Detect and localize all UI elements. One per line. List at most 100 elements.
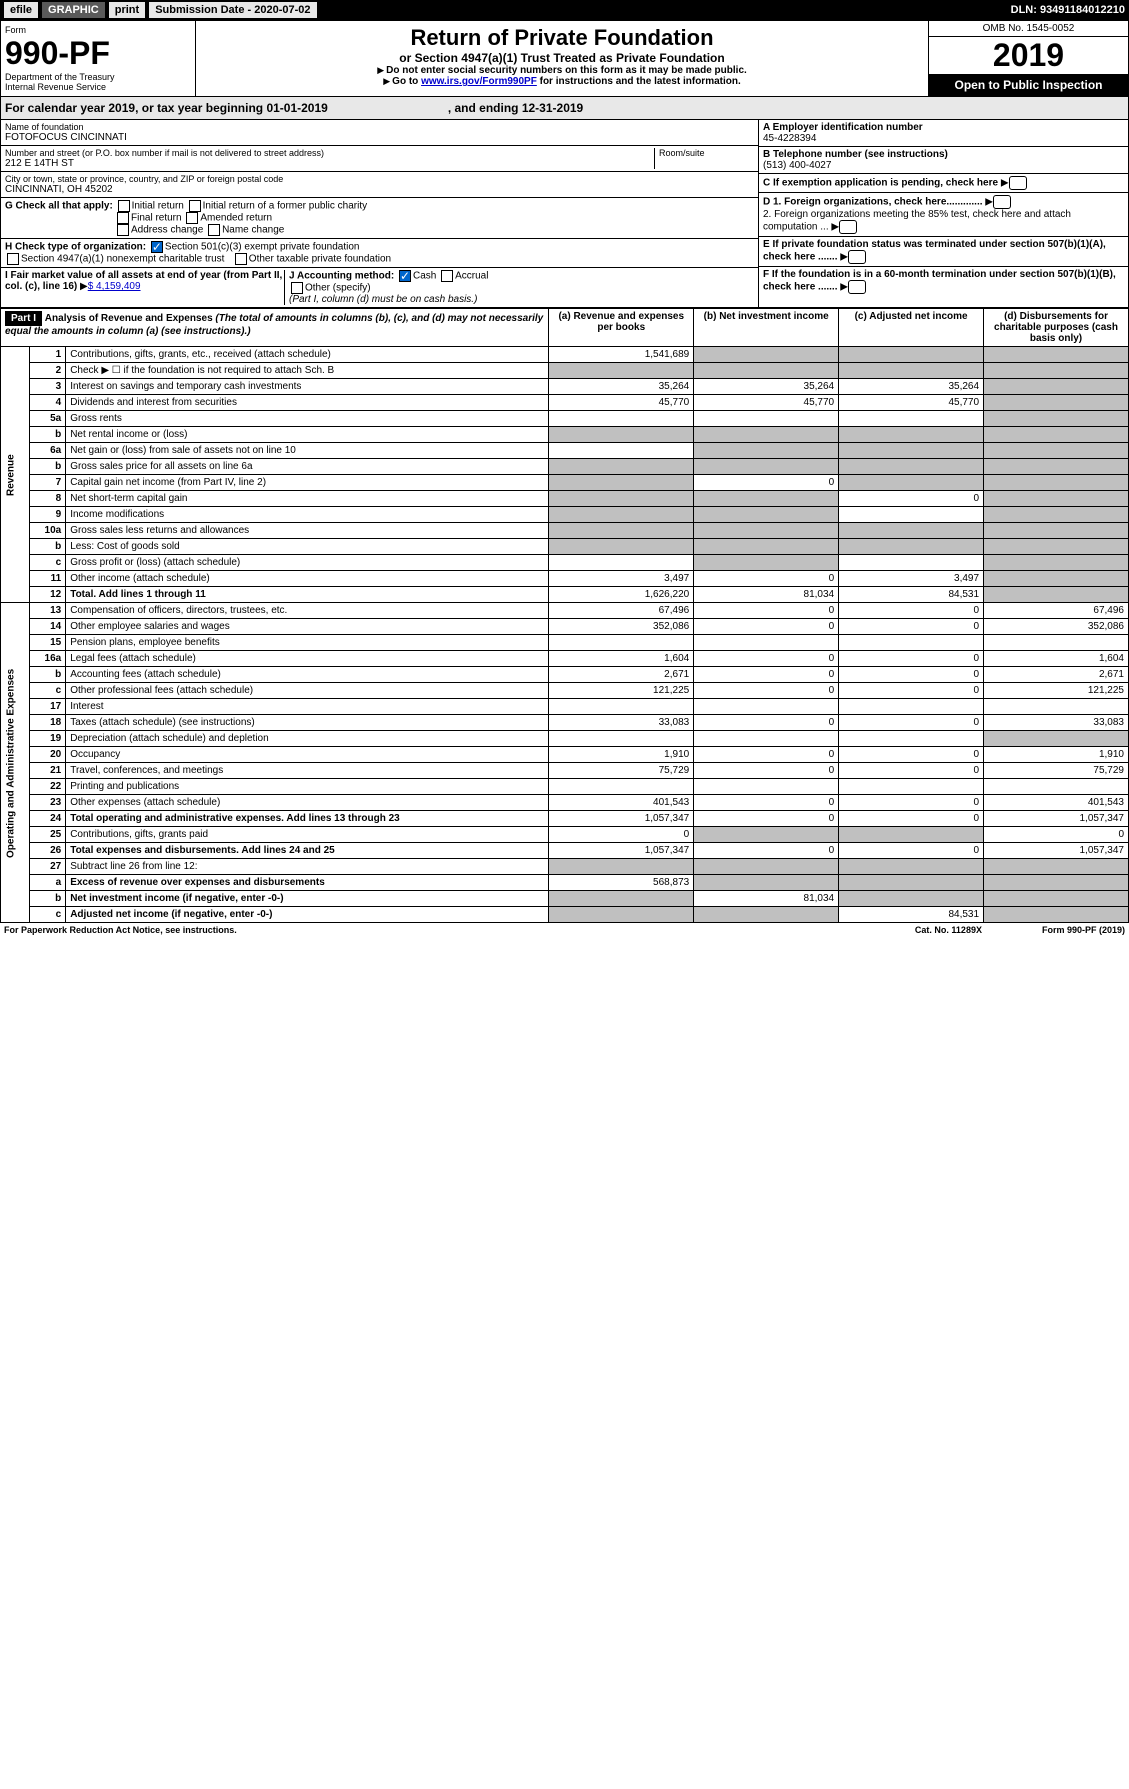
cell-b: 0 [694,747,839,763]
cell-dd: 0 [984,827,1129,843]
cell-c [839,555,984,571]
row-num: 19 [29,731,65,747]
cell-dd [984,395,1129,411]
cell-a: 33,083 [549,715,694,731]
form-ref: Form 990-PF (2019) [1042,925,1125,935]
cell-c: 0 [839,763,984,779]
check-amended[interactable] [186,212,198,224]
table-row: 2Check ▶ ☐ if the foundation is not requ… [1,363,1129,379]
cell-c: 0 [839,683,984,699]
check-initial-former[interactable] [189,200,201,212]
cell-c [839,699,984,715]
cell-dd [984,731,1129,747]
row-desc: Total operating and administrative expen… [66,811,549,827]
section-j: J Accounting method: Cash Accrual Other … [285,270,754,305]
row-desc: Printing and publications [66,779,549,795]
row-num: 4 [29,395,65,411]
form-title: Return of Private Foundation [204,25,920,51]
table-row: cOther professional fees (attach schedul… [1,683,1129,699]
addr-label: Number and street (or P.O. box number if… [5,148,654,158]
row-num: b [29,891,65,907]
row-desc: Other income (attach schedule) [66,571,549,587]
cell-dd [984,555,1129,571]
cell-b [694,411,839,427]
cat-no: Cat. No. 11289X [915,925,982,935]
cell-dd [984,523,1129,539]
col-d: (d) Disbursements for charitable purpose… [984,309,1129,347]
check-cash[interactable] [399,270,411,282]
cell-dd [984,347,1129,363]
cell-c [839,875,984,891]
check-other-acct[interactable] [291,282,303,294]
check-initial[interactable] [118,200,130,212]
cell-dd [984,443,1129,459]
row-desc: Travel, conferences, and meetings [66,763,549,779]
row-num: b [29,427,65,443]
row-desc: Income modifications [66,507,549,523]
cell-a [549,699,694,715]
row-desc: Legal fees (attach schedule) [66,651,549,667]
cell-dd: 1,910 [984,747,1129,763]
cell-b: 0 [694,667,839,683]
revenue-label: Revenue [1,347,30,603]
section-i: I Fair market value of all assets at end… [5,270,285,305]
cell-b: 0 [694,795,839,811]
cell-c: 0 [839,747,984,763]
check-name[interactable] [208,224,220,236]
check-other-tax[interactable] [235,253,247,265]
col-a: (a) Revenue and expenses per books [549,309,694,347]
cell-b: 35,264 [694,379,839,395]
check-accrual[interactable] [441,270,453,282]
row-desc: Gross profit or (loss) (attach schedule) [66,555,549,571]
city-label: City or town, state or province, country… [5,174,754,184]
cell-dd [984,427,1129,443]
fmv-link[interactable]: $ 4,159,409 [88,281,141,292]
check-4947[interactable] [7,253,19,265]
table-row: 15Pension plans, employee benefits [1,635,1129,651]
row-desc: Accounting fees (attach schedule) [66,667,549,683]
cell-a: 67,496 [549,603,694,619]
print-btn[interactable]: print [109,2,145,18]
row-num: 18 [29,715,65,731]
cell-c: 35,264 [839,379,984,395]
row-num: c [29,683,65,699]
row-desc: Other employee salaries and wages [66,619,549,635]
graphic-btn[interactable]: GRAPHIC [42,2,105,18]
cell-c [839,731,984,747]
row-num: 6a [29,443,65,459]
cell-c [839,427,984,443]
row-desc: Interest on savings and temporary cash i… [66,379,549,395]
cell-c [839,459,984,475]
cell-a: 352,086 [549,619,694,635]
cell-c [839,827,984,843]
cell-b [694,779,839,795]
cell-dd [984,859,1129,875]
table-row: 8Net short-term capital gain0 [1,491,1129,507]
cell-a: 2,671 [549,667,694,683]
table-row: 17Interest [1,699,1129,715]
form-link[interactable]: www.irs.gov/Form990PF [421,76,537,87]
city: CINCINNATI, OH 45202 [5,184,754,195]
check-final[interactable] [117,212,129,224]
instr2: Go to www.irs.gov/Form990PF for instruct… [204,76,920,87]
cell-a [549,555,694,571]
expenses-label: Operating and Administrative Expenses [1,603,30,923]
open-to-public: Open to Public Inspection [929,74,1128,96]
table-row: 27Subtract line 26 from line 12: [1,859,1129,875]
row-desc: Depreciation (attach schedule) and deple… [66,731,549,747]
cell-c: 45,770 [839,395,984,411]
cell-b [694,555,839,571]
cell-c: 0 [839,603,984,619]
efile-btn[interactable]: efile [4,2,38,18]
cell-c [839,539,984,555]
cell-dd [984,635,1129,651]
check-address[interactable] [117,224,129,236]
row-desc: Net investment income (if negative, ente… [66,891,549,907]
table-row: 12Total. Add lines 1 through 111,626,220… [1,587,1129,603]
form-subtitle: or Section 4947(a)(1) Trust Treated as P… [204,51,920,65]
part1-table: Part I Analysis of Revenue and Expenses … [0,308,1129,923]
check-501c3[interactable] [151,241,163,253]
cell-c [839,347,984,363]
table-row: 6aNet gain or (loss) from sale of assets… [1,443,1129,459]
table-row: 10aGross sales less returns and allowanc… [1,523,1129,539]
